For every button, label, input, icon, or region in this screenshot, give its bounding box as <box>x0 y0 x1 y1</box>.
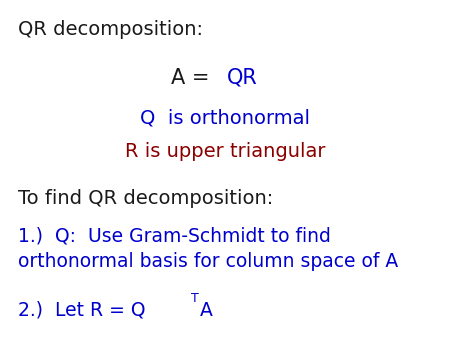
Text: A: A <box>200 301 213 320</box>
Text: QR: QR <box>227 68 258 88</box>
Text: R is upper triangular: R is upper triangular <box>125 142 325 161</box>
Text: 1.)  Q:  Use Gram-Schmidt to find
orthonormal basis for column space of A: 1.) Q: Use Gram-Schmidt to find orthonor… <box>18 226 398 271</box>
Text: QR decomposition:: QR decomposition: <box>18 20 203 39</box>
Text: Q  is orthonormal: Q is orthonormal <box>140 108 310 127</box>
Text: T: T <box>191 292 199 305</box>
Text: To find QR decomposition:: To find QR decomposition: <box>18 189 273 208</box>
Text: A =: A = <box>171 68 216 88</box>
Text: 2.)  Let R = Q: 2.) Let R = Q <box>18 301 145 320</box>
